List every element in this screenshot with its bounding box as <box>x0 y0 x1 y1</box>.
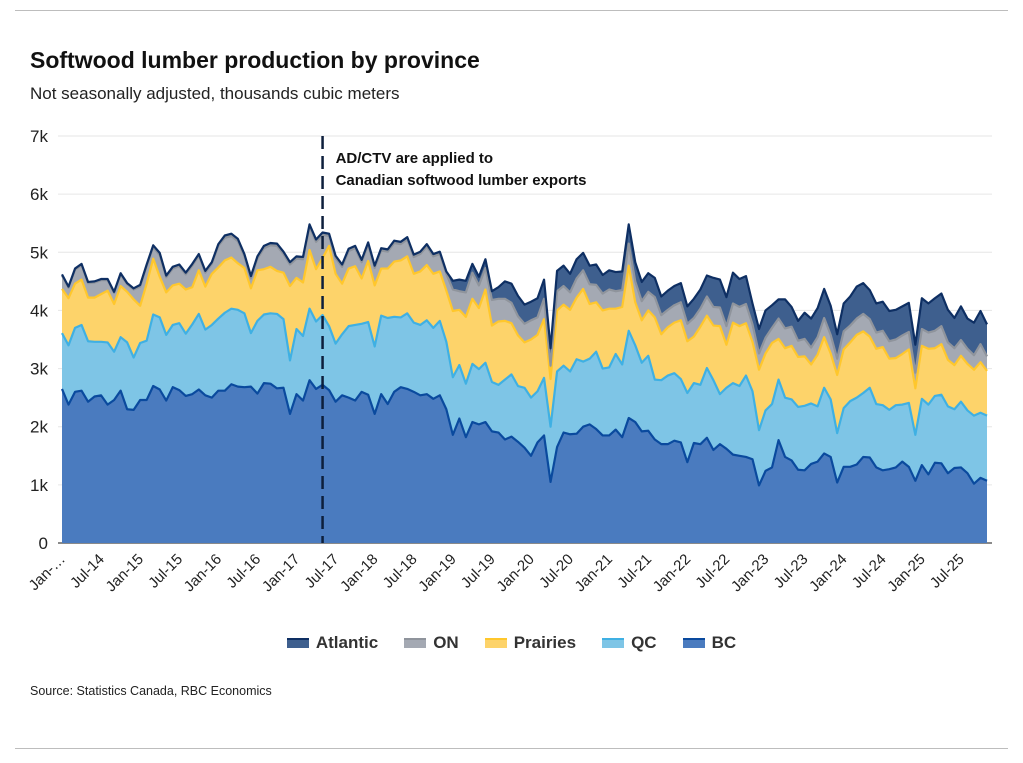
legend-item-prairies: Prairies <box>484 633 577 653</box>
x-tick-label: Jan-20 <box>493 551 537 595</box>
x-tick-label: Jul-17 <box>302 551 343 592</box>
legend: Atlantic ON Prairies QC BC <box>0 633 1023 653</box>
annotation: AD/CTV are applied to Canadian softwood l… <box>321 136 587 543</box>
source-note: Source: Statistics Canada, RBC Economics <box>30 684 272 698</box>
line-bc <box>60 379 988 487</box>
x-tick-label: Jan-21 <box>572 551 616 595</box>
x-tick-label: Jan-17 <box>259 551 303 595</box>
legend-item-atlantic: Atlantic <box>286 633 379 653</box>
y-tick-label: 6k <box>30 185 48 204</box>
x-tick-label: Jul-20 <box>536 551 577 592</box>
chart-title: Softwood lumber production by province <box>30 47 480 73</box>
legend-swatch <box>484 638 507 648</box>
x-tick-label: Jul-24 <box>849 551 890 592</box>
x-tick-label: Jul-18 <box>380 551 421 592</box>
x-tick-label: Jan-19 <box>415 551 459 595</box>
x-tick-label: Jul-19 <box>458 551 499 592</box>
legend-item-qc: QC <box>602 633 657 653</box>
y-tick-label: 2k <box>30 418 48 437</box>
legend-label: ON <box>433 633 459 652</box>
chart-subtitle: Not seasonally adjusted, thousands cubic… <box>30 84 400 103</box>
legend-label: QC <box>631 633 657 652</box>
area-on <box>62 226 987 389</box>
y-tick-label: 4k <box>30 301 48 320</box>
x-tick-label: Jul-15 <box>145 551 186 592</box>
x-tick-label: Jan-22 <box>650 551 694 595</box>
y-tick-label: 7k <box>30 127 48 146</box>
legend-label: Prairies <box>513 633 577 652</box>
legend-label: Atlantic <box>315 633 379 652</box>
area-bc <box>62 380 987 543</box>
y-axis-ticks: 0 1k 2k 3k 4k 5k 6k 7k <box>30 127 48 553</box>
x-tick-label: Jan-24 <box>806 551 850 595</box>
top-rule <box>15 10 1008 11</box>
x-tick-label: Jan-18 <box>337 551 381 595</box>
line-qc <box>61 307 988 436</box>
x-tick-label: Jan-16 <box>181 551 225 595</box>
x-tick-label: Jul-14 <box>67 551 108 592</box>
y-tick-label: 1k <box>30 476 48 495</box>
x-tick-label: Jul-25 <box>927 551 968 592</box>
x-tick-label: Jan-25 <box>884 551 928 595</box>
x-tick-label: Jul-21 <box>614 551 655 592</box>
legend-swatch <box>286 638 309 648</box>
annotation-text: AD/CTV are applied to <box>336 150 494 167</box>
line-atlantic <box>61 223 988 350</box>
legend-item-bc: BC <box>682 633 737 653</box>
area-prairies <box>62 245 987 435</box>
x-tick-label: Jan-… <box>26 551 69 594</box>
x-tick-label: Jul-16 <box>223 551 264 592</box>
y-tick-label: 5k <box>30 243 48 262</box>
x-tick-label: Jul-23 <box>771 551 812 592</box>
stacked-areas <box>60 223 988 543</box>
x-tick-label: Jul-22 <box>692 551 733 592</box>
y-tick-label: 0 <box>39 534 48 553</box>
area-qc <box>62 308 987 486</box>
legend-item-on: ON <box>404 633 459 653</box>
y-tick-label: 3k <box>30 360 48 379</box>
x-tick-label: Jan-15 <box>103 551 147 595</box>
line-prairies <box>61 244 988 390</box>
x-tick-label: Jan-23 <box>728 551 772 595</box>
legend-swatch <box>602 638 625 648</box>
legend-swatch <box>404 638 427 648</box>
bottom-rule <box>15 748 1008 749</box>
legend-label: BC <box>711 633 737 652</box>
x-axis-ticks: Jan-…Jul-14Jan-15Jul-15Jan-16Jul-16Jan-1… <box>26 551 968 595</box>
legend-swatch <box>682 638 705 648</box>
annotation-text: Canadian softwood lumber exports <box>336 172 587 189</box>
